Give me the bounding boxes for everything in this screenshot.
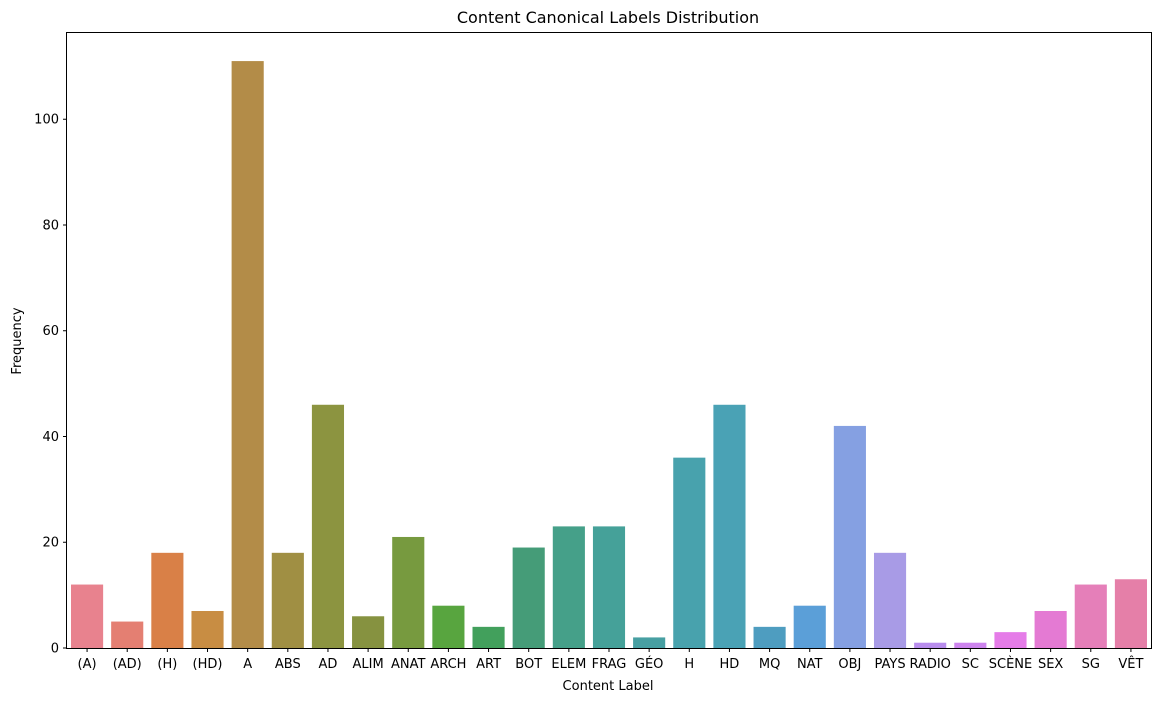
x-axis: (A) (AD) (H) (HD) A ABS AD ALIM ANAT ARCH ART BOT EL… [78, 648, 1144, 672]
x-tick-label: BOT [515, 657, 542, 672]
y-tick-label: 100 [34, 113, 59, 128]
x-tick-label: RADIO [909, 657, 950, 672]
bar-NAT [793, 605, 826, 648]
x-tick-label: OBJ [838, 657, 861, 672]
bar-ARCH [432, 605, 465, 648]
y-tick-label: 60 [42, 324, 59, 339]
x-tick-label: PAYS [874, 657, 905, 672]
bar-H [673, 457, 706, 648]
x-tick-label: VÊT [1118, 656, 1143, 672]
bar-ELEM [552, 526, 585, 648]
y-tick-label: 40 [42, 430, 59, 445]
x-tick-label: SEX [1038, 657, 1063, 672]
bar-AD [311, 404, 345, 648]
bar-ANAT [392, 536, 425, 648]
x-axis-label: Content Label [563, 679, 654, 694]
x-tick-label: SG [1082, 657, 1100, 672]
x-tick-label: SC [962, 657, 979, 672]
x-tick-label: ART [476, 657, 501, 672]
bar-SCÈNE [994, 632, 1027, 648]
y-axis-label: Frequency [10, 307, 25, 374]
bar-ART [472, 626, 505, 648]
y-tick-label: 20 [42, 536, 59, 551]
bar-A [231, 61, 264, 648]
y-axis: 0 20 40 60 80 100 [34, 113, 67, 657]
x-tick-label: HD [720, 657, 740, 672]
x-tick-label: MQ [759, 657, 780, 672]
x-tick-label: ANAT [391, 657, 426, 672]
bar-SC [954, 642, 987, 648]
bar-SEX [1034, 610, 1067, 648]
x-tick-label: (AD) [113, 657, 142, 672]
x-tick-label: AD [319, 657, 338, 672]
x-tick-label: NAT [797, 657, 823, 672]
x-tick-label: (A) [78, 657, 97, 672]
bar-MQ [753, 626, 786, 648]
bar-(H) [151, 552, 184, 648]
bar-FRAG [592, 526, 626, 648]
bar-(A) [71, 584, 104, 648]
bar-(AD) [111, 621, 144, 648]
bar-ALIM [352, 616, 385, 648]
x-tick-label: ARCH [430, 657, 466, 672]
bar-HD [713, 404, 746, 648]
bar-BOT [512, 547, 545, 648]
x-tick-label: H [684, 657, 694, 672]
x-tick-label: GÉO [635, 656, 664, 672]
x-tick-label: (H) [157, 657, 177, 672]
bar-RADIO [914, 642, 947, 648]
bar-SG [1074, 584, 1107, 648]
x-tick-label: ELEM [551, 657, 586, 672]
x-tick-label: ALIM [353, 657, 384, 672]
bar-VÊT [1114, 579, 1147, 648]
bar-(HD) [191, 610, 224, 648]
bars-layer [71, 61, 1147, 648]
x-tick-label: ABS [275, 657, 301, 672]
bar-PAYS [873, 552, 907, 648]
x-tick-label: FRAG [592, 657, 627, 672]
x-tick-label: A [243, 657, 252, 672]
plot-frame [66, 32, 1152, 649]
bar-OBJ [833, 425, 866, 648]
bar-ABS [271, 552, 304, 648]
bar-GÉO [633, 637, 666, 648]
x-tick-label: (HD) [193, 657, 223, 672]
x-tick-label: SCÈNE [989, 656, 1032, 672]
y-tick-label: 80 [42, 218, 59, 233]
chart-title: Content Canonical Labels Distribution [457, 8, 759, 27]
y-tick-label: 0 [51, 642, 59, 657]
